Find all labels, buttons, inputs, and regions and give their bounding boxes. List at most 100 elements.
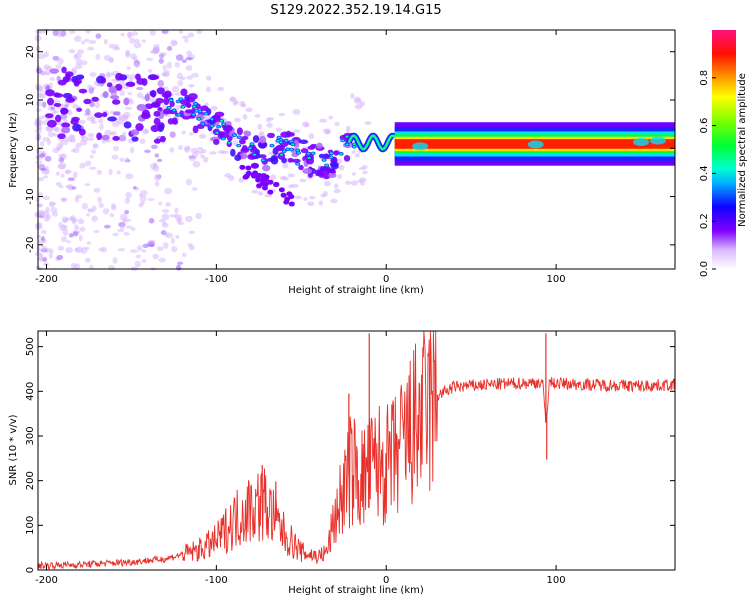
spectrogram-blob bbox=[185, 109, 193, 114]
spectrogram-core-bright bbox=[201, 122, 205, 125]
spectrogram-noise bbox=[42, 175, 49, 179]
spectrogram-noise bbox=[177, 221, 184, 226]
spectrogram-noise bbox=[67, 177, 75, 182]
spectrogram-noise bbox=[42, 137, 51, 142]
spectrogram-noise bbox=[153, 43, 160, 51]
spectrogram-noise bbox=[118, 121, 126, 125]
spectrogram-core-bright bbox=[217, 125, 221, 128]
spectrogram-core-bright bbox=[352, 143, 356, 146]
spectrogram-noise bbox=[258, 131, 265, 136]
spectrogram-noise bbox=[75, 142, 82, 149]
spectrogram-noise bbox=[45, 206, 50, 213]
colorbar-tick-label: 0.0 bbox=[699, 261, 710, 277]
spectrogram-noise bbox=[58, 157, 65, 163]
spectrogram-noise bbox=[38, 30, 45, 34]
spectrogram-noise bbox=[112, 232, 119, 237]
spectrogram-noise bbox=[77, 49, 85, 55]
spectrogram-noise bbox=[200, 154, 205, 159]
spectrogram-noise bbox=[98, 202, 105, 209]
spectrogram-blob bbox=[200, 105, 209, 112]
spectrogram-noise bbox=[66, 240, 72, 244]
spectrogram-blob bbox=[100, 77, 107, 84]
spectrogram-noise bbox=[72, 231, 79, 237]
spectrogram-noise bbox=[156, 246, 164, 252]
spectrogram-blob bbox=[111, 99, 121, 105]
spectrogram-noise bbox=[86, 46, 95, 51]
spectrogram-blob bbox=[94, 112, 103, 118]
spectrogram-noise bbox=[270, 174, 277, 180]
spectrogram-blob bbox=[266, 157, 277, 162]
spectrogram-noise bbox=[191, 187, 198, 191]
spectrogram-noise bbox=[96, 169, 103, 175]
spectrogram-noise bbox=[62, 228, 69, 236]
spectrogram-noise bbox=[324, 130, 330, 135]
spectrogram-noise bbox=[79, 162, 86, 169]
spectrogram-noise bbox=[319, 118, 328, 123]
spectrogram-core-bright bbox=[221, 137, 225, 140]
spectrogram-core-bright bbox=[329, 156, 333, 159]
spectrogram-noise bbox=[65, 184, 72, 189]
snr-x-tick-label: -100 bbox=[205, 575, 228, 586]
spectrogram-blob bbox=[83, 98, 92, 105]
spectrogram-noise bbox=[97, 196, 102, 204]
spectrogram-blob bbox=[328, 173, 337, 179]
spectrogram-noise bbox=[91, 205, 97, 212]
spectrogram-noise bbox=[156, 158, 163, 163]
spectrogram-noise bbox=[35, 119, 43, 127]
spectrogram-core-bright bbox=[253, 153, 257, 156]
spectrogram-noise bbox=[35, 210, 43, 217]
spectrogram-core-bright bbox=[179, 98, 183, 101]
spectrogram-noise bbox=[351, 172, 357, 176]
spectrogram-blob bbox=[330, 163, 339, 170]
spectrogram-noise bbox=[209, 151, 217, 155]
spectrogram-blob bbox=[106, 82, 113, 88]
spectrogram-y-tick-label: 0 bbox=[25, 145, 36, 151]
spectrogram-blob bbox=[144, 93, 151, 102]
spectrogram-noise bbox=[42, 195, 50, 201]
spectrogram-noise bbox=[111, 121, 120, 128]
spectrogram-blob bbox=[275, 144, 285, 152]
spectrogram-noise bbox=[88, 166, 97, 170]
spectrogram-noise bbox=[49, 201, 55, 208]
spectrogram-blob bbox=[267, 189, 274, 195]
spectrogram-noise bbox=[59, 116, 66, 121]
spectrogram-noise bbox=[204, 102, 209, 106]
spectrogram-noise bbox=[72, 171, 78, 179]
spectrogram-noise bbox=[120, 32, 125, 37]
spectrogram-noise bbox=[48, 252, 53, 260]
spectrogram-noise bbox=[141, 96, 146, 100]
snr-y-tick-label: 200 bbox=[25, 471, 36, 490]
spectrogram-noise bbox=[69, 30, 76, 34]
spectrogram-blob bbox=[123, 121, 132, 129]
spectrogram-blob bbox=[180, 88, 188, 97]
spectrogram-noise bbox=[71, 186, 77, 190]
spectrogram-noise bbox=[190, 147, 199, 154]
spectrogram-noise bbox=[206, 75, 212, 81]
spectrogram-noise bbox=[139, 195, 147, 202]
spectrogram-noise bbox=[178, 144, 184, 151]
spectrogram-noise bbox=[39, 140, 45, 147]
spectrogram-noise bbox=[158, 257, 166, 263]
spectrogram-noise bbox=[141, 259, 147, 263]
spectrogram-noise bbox=[101, 246, 107, 253]
spectrogram-core-bright bbox=[329, 152, 333, 155]
spectrogram-noise bbox=[111, 203, 117, 209]
spectrogram-noise bbox=[170, 237, 175, 245]
spectrogram-core-bright bbox=[181, 105, 185, 108]
spectrogram-noise bbox=[149, 163, 158, 170]
spectrogram-noise bbox=[42, 101, 47, 108]
spectrogram-noise bbox=[68, 233, 74, 238]
spectrogram-noise bbox=[334, 183, 339, 189]
spectrogram-noise bbox=[39, 153, 46, 158]
spectrogram-x-tick-label: -100 bbox=[205, 274, 228, 285]
spectrogram-noise bbox=[171, 85, 180, 93]
spectrogram-blob bbox=[252, 135, 260, 143]
spectrogram-noise bbox=[334, 121, 340, 127]
spectrogram-noise bbox=[350, 93, 355, 99]
spectrogram-core-bright bbox=[237, 144, 241, 147]
spectrogram-blob bbox=[299, 139, 309, 145]
spectrogram-noise bbox=[89, 72, 97, 77]
spectrogram-noise bbox=[188, 155, 197, 162]
spectrogram-noise bbox=[136, 244, 143, 252]
spectrogram-core-bright bbox=[289, 140, 293, 143]
